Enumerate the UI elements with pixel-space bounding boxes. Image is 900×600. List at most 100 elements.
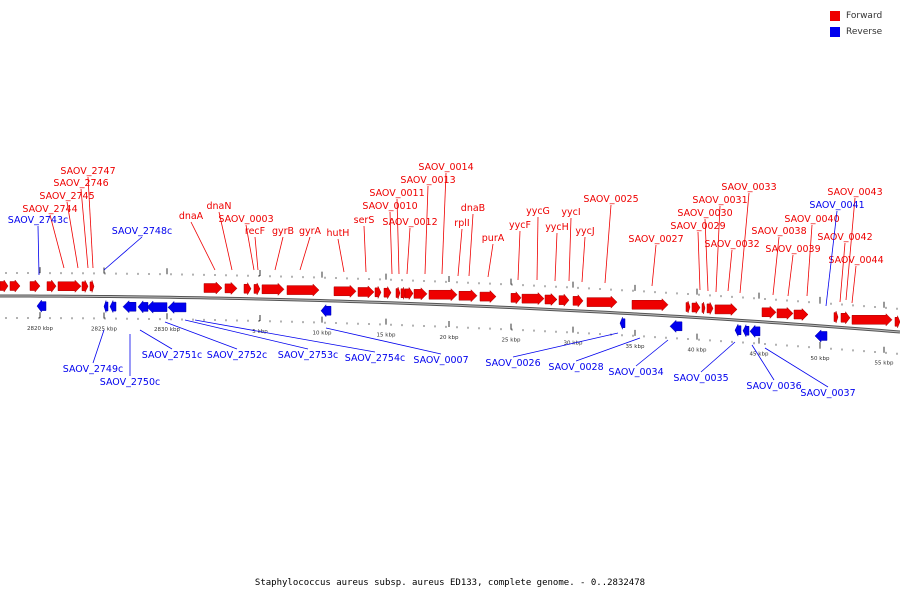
forward-leader-line — [851, 265, 857, 304]
forward-gene-label: SAOV_2746 — [53, 178, 108, 189]
forward-leader-line — [845, 197, 856, 301]
forward-gene-label: SAOV_0014 — [418, 162, 473, 173]
forward-gene-arrow — [458, 289, 478, 303]
forward-gene-arrow — [706, 302, 714, 315]
forward-gene-label: SAOV_0042 — [817, 232, 872, 243]
reverse-leader-line — [184, 319, 309, 350]
forward-gene-label: SAOV_0044 — [828, 255, 883, 266]
forward-gene-arrow — [701, 301, 706, 315]
forward-gene-label: SAOV_0031 — [692, 195, 747, 206]
forward-gene-arrow — [776, 306, 794, 320]
reverse-gene-label: SAOV_2753c — [278, 350, 339, 361]
forward-leader-line — [787, 254, 794, 297]
reverse-leader-line — [512, 332, 619, 358]
reverse-leader-line — [325, 327, 442, 355]
forward-leader-line — [468, 213, 474, 277]
forward-leader-line — [406, 227, 411, 275]
forward-gene-arrow — [691, 300, 701, 315]
forward-leader-line — [581, 236, 586, 283]
forward-gene-label: recF — [245, 226, 265, 237]
scale-tick-label: 20 kbp — [440, 335, 459, 341]
reverse-gene-label: SAOV_0037 — [800, 388, 855, 399]
forward-gene-arrow — [29, 279, 41, 293]
forward-gene-label: SAOV_0003 — [218, 214, 273, 225]
reverse-gene-label: SAOV_0026 — [485, 358, 540, 369]
forward-gene-arrow — [521, 292, 545, 306]
forward-gene-label: SAOV_0033 — [721, 182, 776, 193]
scale-tick-label: 2825 kbp — [91, 326, 117, 332]
forward-gene-arrow — [81, 280, 89, 293]
forward-gene-arrow — [286, 283, 320, 297]
forward-leader-line — [441, 172, 447, 275]
forward-gene-arrow — [428, 288, 458, 302]
legend-item-forward: Forward — [830, 8, 900, 24]
forward-gene-label: yycH — [545, 222, 569, 233]
forward-leader-line — [839, 242, 846, 303]
forward-gene-arrow — [586, 295, 618, 309]
reverse-leader-line — [103, 236, 143, 271]
reverse-leader-line — [139, 329, 173, 350]
forward-gene-arrow — [243, 281, 252, 296]
backbone-layer: 2820 kbp 2825 kbp 2830 kbp 5 kbp 10 kbp 15 kb… — [0, 267, 900, 367]
forward-leader-line — [87, 176, 94, 269]
scale-tick-label: 10 kbp — [313, 331, 332, 337]
reverse-gene-arrow — [36, 299, 47, 313]
forward-gene-label: SAOV_0013 — [400, 175, 455, 186]
scale-tick-label: 40 kbp — [688, 348, 707, 354]
feature-layer — [0, 279, 900, 343]
scale-tick-label: 25 kbp — [502, 338, 521, 344]
forward-leader-line — [651, 244, 657, 287]
forward-gene-label: yycI — [561, 207, 580, 218]
forward-gene-arrow — [479, 289, 497, 304]
reverse-gene-label: SAOV_0034 — [608, 367, 663, 378]
forward-gene-arrow — [89, 280, 95, 293]
scale-tick-label: 55 kbp — [875, 361, 894, 367]
forward-leader-line — [274, 236, 284, 271]
scale-tick-label: 35 kbp — [626, 344, 645, 350]
forward-gene-label: hutH — [327, 228, 350, 239]
scale-tick-label: 2820 kbp — [27, 326, 53, 332]
forward-leader-line — [715, 205, 721, 293]
forward-gene-arrow — [413, 287, 428, 301]
reverse-leader-line — [700, 341, 736, 373]
forward-leader-line — [424, 185, 429, 275]
forward-leader-line — [190, 221, 216, 271]
reverse-gene-label: SAOV_0036 — [746, 381, 801, 392]
reverse-gene-label: SAOV_2752c — [207, 350, 268, 361]
forward-gene-arrow — [9, 279, 21, 293]
forward-gene-label: gyrA — [299, 226, 322, 237]
reverse-leader-line — [575, 337, 641, 362]
forward-gene-arrow — [57, 279, 82, 293]
forward-gene-arrow — [894, 315, 900, 328]
forward-gene-label: dnaN — [207, 201, 232, 212]
forward-gene-label: SAOV_2745 — [39, 191, 94, 202]
reverse-leader-line — [92, 329, 105, 364]
forward-gene-label: SAOV_0012 — [382, 217, 437, 228]
forward-gene-arrow — [46, 279, 57, 293]
forward-leader-line — [772, 236, 780, 296]
reverse-gene-arrow — [734, 324, 742, 337]
forward-leader-line — [337, 238, 345, 273]
forward-gene-arrow — [840, 311, 851, 325]
forward-gene-label: yycJ — [575, 226, 594, 237]
legend-forward-label: Forward — [846, 11, 883, 21]
forward-gene-label: SAOV_0011 — [369, 188, 424, 199]
forward-gene-arrow — [261, 282, 285, 296]
forward-gene-label: SAOV_0040 — [784, 214, 839, 225]
scale-tick-label: 15 kbp — [377, 333, 396, 339]
forward-gene-arrow — [374, 286, 382, 299]
reverse-gene-label: SAOV_2743c — [8, 215, 69, 226]
reverse-gene-arrow — [320, 304, 332, 318]
genome-backbone-highlight — [0, 295, 900, 333]
forward-leader-line — [739, 192, 750, 294]
reverse-gene-arrow — [137, 300, 149, 314]
forward-gene-label: rplI — [454, 218, 469, 229]
legend-item-reverse: Reverse — [830, 24, 900, 40]
forward-gene-arrow — [572, 294, 584, 308]
forward-leader-line — [554, 232, 558, 282]
reverse-gene-label: SAOV_2754c — [345, 353, 406, 364]
forward-leader-line — [727, 249, 733, 292]
forward-gene-label: SAOV_0029 — [670, 221, 725, 232]
forward-leader-line — [299, 236, 311, 271]
